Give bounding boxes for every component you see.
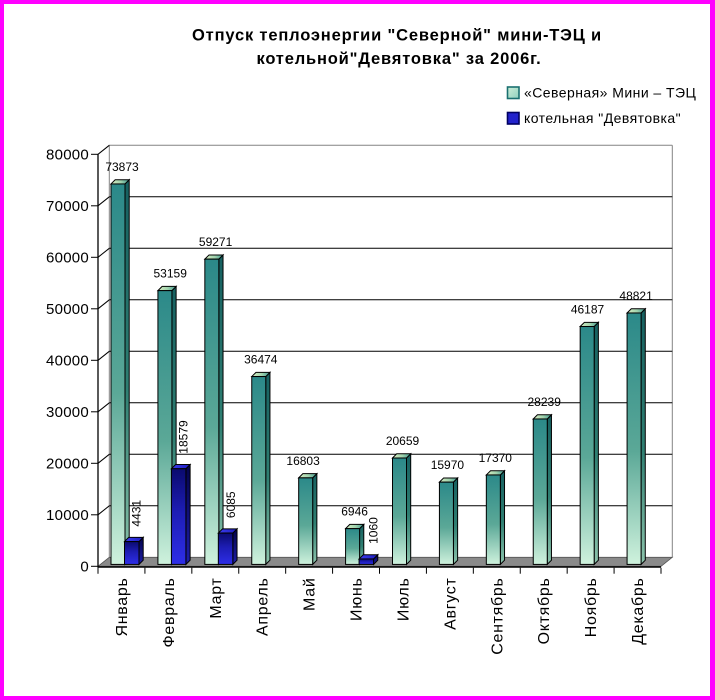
svg-text:1060: 1060 xyxy=(367,517,381,544)
svg-text:18579: 18579 xyxy=(176,420,190,454)
svg-text:28239: 28239 xyxy=(528,395,562,409)
svg-text:Январь: Январь xyxy=(114,578,131,637)
svg-text:36474: 36474 xyxy=(244,353,278,367)
svg-text:53159: 53159 xyxy=(154,267,188,281)
svg-text:Июль: Июль xyxy=(396,578,413,622)
svg-text:Февраль: Февраль xyxy=(161,578,178,648)
svg-text:«Северная» Мини – ТЭЦ: «Северная» Мини – ТЭЦ xyxy=(524,85,697,101)
svg-text:Октябрь: Октябрь xyxy=(536,578,553,645)
svg-text:4431: 4431 xyxy=(130,500,144,527)
svg-text:50000: 50000 xyxy=(46,301,89,318)
svg-text:70000: 70000 xyxy=(46,198,89,215)
svg-text:Август: Август xyxy=(442,578,459,630)
svg-text:17370: 17370 xyxy=(479,451,513,465)
svg-text:Апрель: Апрель xyxy=(255,578,272,636)
svg-text:40000: 40000 xyxy=(46,353,89,370)
svg-text:Июнь: Июнь xyxy=(349,578,366,621)
svg-text:20659: 20659 xyxy=(386,434,420,448)
svg-text:Декабрь: Декабрь xyxy=(630,578,647,645)
svg-text:Март: Март xyxy=(208,578,225,619)
svg-text:30000: 30000 xyxy=(46,404,89,421)
svg-text:Отпуск теплоэнергии "Северной": Отпуск теплоэнергии "Северной" мини-ТЭЦ … xyxy=(192,27,602,45)
svg-text:котельная "Девятовка": котельная "Девятовка" xyxy=(524,110,681,126)
svg-text:15970: 15970 xyxy=(431,458,465,472)
svg-text:Май: Май xyxy=(302,578,319,611)
svg-text:60000: 60000 xyxy=(46,250,89,267)
svg-text:59271: 59271 xyxy=(199,235,233,249)
svg-text:16803: 16803 xyxy=(286,454,320,468)
svg-text:73873: 73873 xyxy=(105,160,139,174)
svg-text:котельной"Девятовка" за 2006г.: котельной"Девятовка" за 2006г. xyxy=(256,50,541,68)
svg-text:10000: 10000 xyxy=(46,507,89,524)
svg-text:80000: 80000 xyxy=(46,147,89,164)
svg-text:6085: 6085 xyxy=(224,491,238,518)
svg-text:46187: 46187 xyxy=(571,303,605,317)
svg-text:48821: 48821 xyxy=(619,289,653,303)
svg-text:20000: 20000 xyxy=(46,456,89,473)
svg-text:Ноябрь: Ноябрь xyxy=(583,578,600,638)
svg-text:Сентябрь: Сентябрь xyxy=(489,578,506,655)
svg-text:6946: 6946 xyxy=(341,505,368,519)
svg-text:0: 0 xyxy=(80,559,89,576)
